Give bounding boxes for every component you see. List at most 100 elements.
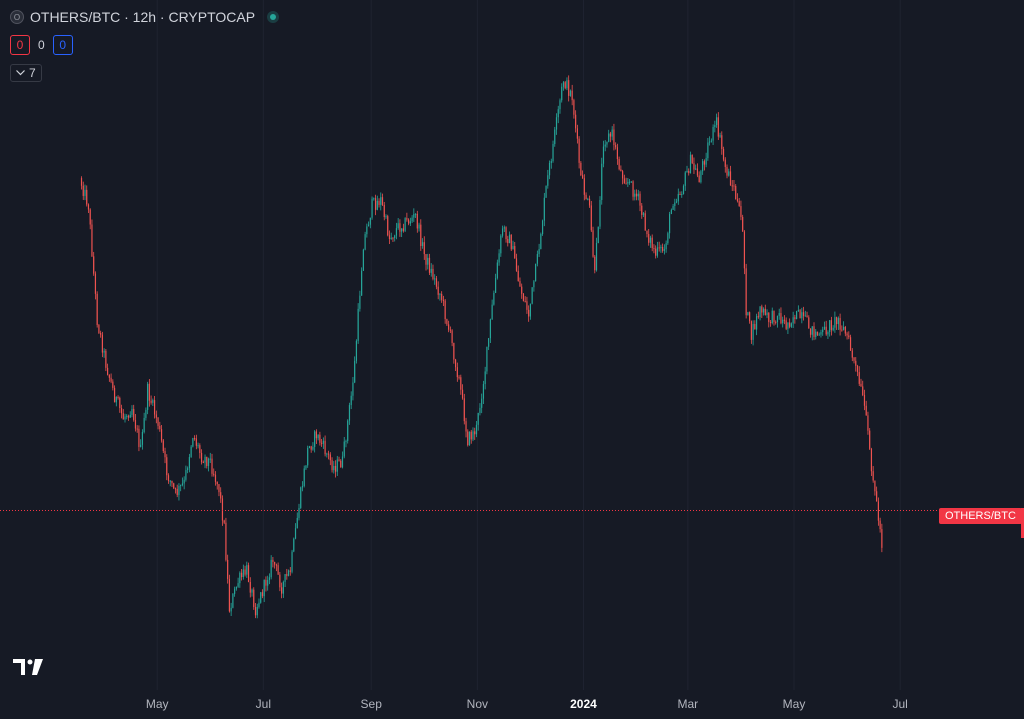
candle-body (185, 470, 187, 480)
candle-body (700, 171, 702, 183)
candle-body (152, 400, 154, 403)
candle-body (181, 483, 184, 486)
candle-body (298, 507, 300, 518)
candle-body (190, 446, 192, 458)
candle-body (93, 256, 95, 274)
candle-body (173, 483, 175, 489)
buy-button[interactable]: 0 (52, 35, 73, 55)
candle-body (376, 200, 378, 210)
candle-body (274, 561, 276, 565)
candle-body (536, 254, 538, 264)
candle-body (195, 438, 197, 446)
candle-body (105, 350, 107, 368)
candle-body (501, 228, 504, 236)
candle-body (183, 479, 185, 484)
candle-body (613, 129, 615, 146)
candle-body (282, 581, 284, 594)
candle-body (576, 128, 578, 139)
candle-body (402, 228, 404, 231)
candle-body (693, 163, 695, 170)
candle-body (399, 223, 401, 232)
candle-body (519, 281, 521, 287)
candle-body (712, 127, 714, 141)
candle-body (416, 213, 418, 229)
candle-body (540, 234, 542, 249)
sell-button[interactable]: 0 (10, 35, 30, 55)
live-status-icon (267, 11, 280, 23)
candle-body (625, 183, 627, 185)
candle-body (822, 329, 824, 333)
candle-body (381, 197, 384, 205)
candle-body (216, 481, 218, 485)
candle-body (815, 331, 817, 337)
candle-body (797, 310, 799, 312)
candle-body (881, 529, 883, 548)
candle-body (101, 334, 103, 353)
candle-body (714, 125, 716, 128)
candle-body (160, 429, 163, 441)
candle-body (317, 434, 319, 439)
candle-body (80, 178, 83, 186)
candle-body (209, 458, 211, 460)
candle-body (261, 592, 264, 597)
candle-body (467, 431, 469, 446)
candle-body (742, 216, 744, 232)
candle-body (595, 243, 598, 271)
candle-body (707, 142, 709, 159)
candle-body (148, 383, 150, 401)
candle-body (378, 200, 380, 205)
candle-body (670, 209, 672, 215)
candle-body (129, 414, 131, 418)
candle-body (390, 237, 392, 239)
candle-body (406, 218, 408, 220)
candle-body (206, 456, 208, 466)
candle-body (827, 331, 829, 335)
candle-body (637, 193, 639, 197)
candle-body (851, 350, 853, 358)
candle-body (303, 468, 305, 487)
candle-body (392, 237, 394, 239)
indicators-toggle-button[interactable]: 7 (10, 64, 42, 82)
candle-body (552, 143, 554, 162)
candle-body (738, 201, 740, 207)
candle-body (830, 320, 833, 331)
candle-body (187, 468, 189, 471)
candle-body (477, 412, 479, 425)
candle-body (449, 329, 451, 331)
candle-body (588, 198, 591, 206)
candle-body (355, 340, 358, 361)
candle-body (98, 324, 100, 333)
candle-body (458, 377, 460, 379)
candle-body (757, 316, 759, 318)
candle-body (816, 331, 819, 335)
candle-body (197, 445, 199, 447)
candle-body (484, 371, 486, 385)
candle-body (547, 175, 549, 186)
candle-body (291, 551, 293, 572)
candle-body (107, 367, 109, 375)
candle-body (227, 559, 229, 579)
candle-body (326, 453, 328, 455)
candle-body (166, 457, 168, 476)
candle-body (115, 396, 117, 403)
candle-body (329, 454, 331, 461)
candle-body (844, 326, 846, 334)
candle-body (872, 471, 874, 481)
candle-body (354, 360, 356, 383)
tradingview-logo-icon[interactable] (13, 659, 45, 677)
candle-body (159, 425, 161, 430)
candle-body (733, 185, 735, 187)
candle-body (305, 465, 307, 469)
symbol-title[interactable]: OTHERS/BTC · 12h · CRYPTOCAP (30, 9, 256, 25)
candle-body (531, 287, 533, 304)
candle-body (705, 158, 707, 165)
candle-body (548, 162, 551, 176)
candle-body (364, 234, 366, 250)
candle-body (110, 377, 112, 382)
chart-header: O OTHERS/BTC · 12h · CRYPTOCAP (10, 9, 280, 25)
candle-body (423, 242, 425, 255)
candle-body (529, 303, 532, 317)
candle-body (242, 569, 244, 578)
